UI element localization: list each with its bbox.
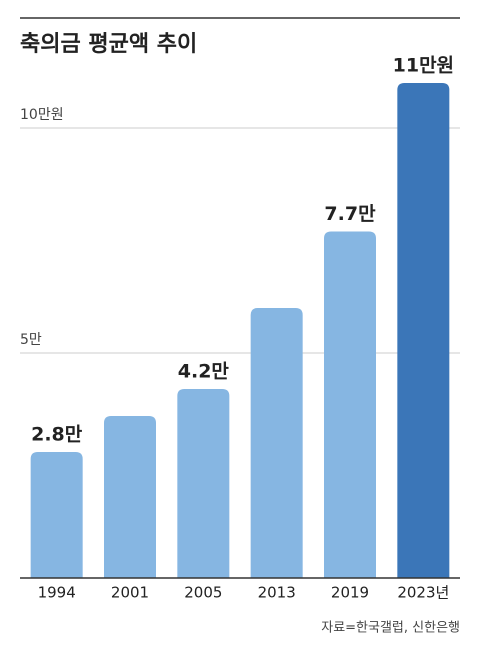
value-label: 2.8만 — [31, 424, 83, 446]
bar — [177, 389, 230, 578]
bar — [104, 416, 156, 578]
y-tick-label: 5만 — [20, 332, 42, 348]
x-tick-label: 2019 — [331, 584, 369, 602]
x-tick-label: 1994 — [38, 584, 76, 602]
x-tick-label: 2023년 — [397, 584, 449, 602]
value-label: 7.7만 — [324, 203, 376, 225]
bar — [397, 83, 450, 578]
x-tick-label: 2001 — [111, 584, 149, 602]
bar — [30, 452, 83, 578]
y-tick-label: 10만원 — [20, 107, 64, 123]
x-tick-label: 2013 — [258, 584, 296, 602]
value-label: 4.2만 — [178, 361, 230, 383]
x-tick-label: 2005 — [184, 584, 222, 602]
chart-title: 축의금 평균액 추이 — [20, 32, 197, 57]
source: 자료=한국갤럽, 신한은행 — [321, 620, 460, 636]
bar — [250, 308, 303, 578]
value-label: 11만원 — [393, 55, 454, 77]
bar — [324, 231, 376, 578]
